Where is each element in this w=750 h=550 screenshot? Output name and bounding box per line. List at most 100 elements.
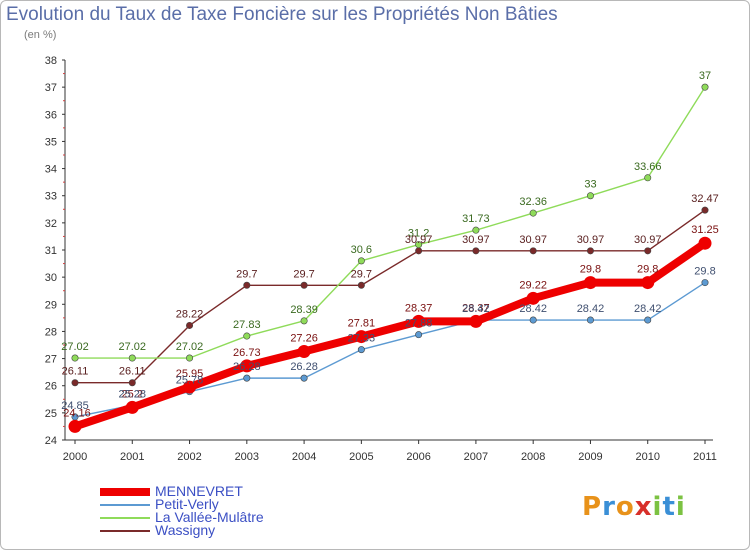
y-tick-label: 38 <box>45 55 57 67</box>
data-label: 24.85 <box>61 400 89 412</box>
data-point <box>71 354 79 362</box>
data-point <box>529 316 537 324</box>
x-tick-label: 2008 <box>521 451 545 463</box>
logo-letter: i <box>675 492 686 522</box>
y-tick-label: 37 <box>45 82 57 94</box>
legend-label: Petit-Verly <box>155 496 219 512</box>
data-label: 28.37 <box>462 302 490 314</box>
series-line-mennevret <box>71 239 709 431</box>
y-tick-label: 25 <box>45 408 57 420</box>
y-tick-label: 29 <box>45 299 57 311</box>
data-point <box>243 281 251 289</box>
x-tick-label: 2000 <box>63 451 87 463</box>
data-label: 26.11 <box>119 366 146 378</box>
data-label: 30.97 <box>634 234 662 246</box>
data-point <box>529 247 537 255</box>
data-point <box>698 236 712 250</box>
y-tick-label: 34 <box>45 164 57 176</box>
data-label: 29.7 <box>293 268 314 280</box>
y-tick-label: 28 <box>45 326 57 338</box>
data-point <box>412 314 426 328</box>
data-point <box>586 192 594 200</box>
data-point <box>644 316 652 324</box>
logo-letter: o <box>615 492 635 522</box>
legend-swatch <box>100 530 150 532</box>
data-point <box>68 419 82 433</box>
data-label: 29.8 <box>580 264 601 276</box>
x-tick-label: 2011 <box>693 451 717 463</box>
data-point <box>357 281 365 289</box>
data-label: 26.28 <box>290 361 318 373</box>
data-label: 29.7 <box>236 268 257 280</box>
data-point <box>300 281 308 289</box>
data-label: 31.25 <box>691 224 719 236</box>
data-label: 33.66 <box>634 161 662 173</box>
data-point <box>644 247 652 255</box>
data-point <box>300 317 308 325</box>
data-point <box>243 374 251 382</box>
y-tick-label: 32 <box>45 218 57 230</box>
logo-letter: i <box>652 492 663 522</box>
data-label: 27.33 <box>348 333 376 345</box>
data-point <box>186 321 194 329</box>
data-label: 28.37 <box>405 302 433 314</box>
data-point <box>71 379 79 387</box>
data-label: 29.8 <box>694 266 715 278</box>
data-point <box>583 276 597 290</box>
proxiti-logo: Proxiti <box>582 492 686 522</box>
data-point <box>586 316 594 324</box>
data-label: 25.95 <box>176 368 204 380</box>
data-point <box>526 291 540 305</box>
data-label: 37 <box>699 70 711 82</box>
y-tick-label: 31 <box>45 245 57 257</box>
legend-label: Wassigny <box>155 522 216 538</box>
data-point <box>644 174 652 182</box>
data-point <box>128 379 136 387</box>
data-point <box>243 332 251 340</box>
y-tick-label: 36 <box>45 109 57 121</box>
data-point <box>529 209 537 217</box>
x-tick-label: 2004 <box>292 451 316 463</box>
data-point <box>354 330 368 344</box>
y-tick-label: 35 <box>45 136 57 148</box>
data-point <box>183 380 197 394</box>
x-tick-label: 2002 <box>177 451 201 463</box>
data-point <box>701 83 709 91</box>
data-label: 28.42 <box>634 303 662 315</box>
data-label: 26.28 <box>233 361 261 373</box>
data-label: 27.83 <box>233 319 261 331</box>
data-label: 31.2 <box>408 228 429 240</box>
data-label: 28.22 <box>176 308 204 320</box>
data-point <box>297 345 311 359</box>
y-tick-label: 33 <box>45 191 57 203</box>
data-label: 28.39 <box>290 304 318 316</box>
data-point <box>415 331 423 339</box>
data-point <box>701 279 709 287</box>
data-label: 29.8 <box>637 264 658 276</box>
chart-title: Evolution du Taux de Taxe Foncière sur l… <box>6 4 558 25</box>
data-label: 30.97 <box>519 234 547 246</box>
data-label: 26.73 <box>233 347 261 359</box>
data-label: 27.26 <box>290 333 318 345</box>
logo-letter: t <box>662 492 676 522</box>
data-point <box>128 354 136 362</box>
data-label: 27.02 <box>119 341 147 353</box>
legend-swatch <box>100 504 150 506</box>
data-label: 30.97 <box>577 234 605 246</box>
logo-letter: x <box>634 492 653 522</box>
data-point <box>357 346 365 354</box>
data-label: 24.16 <box>63 407 91 419</box>
y-tick-label: 26 <box>45 381 57 393</box>
data-point <box>357 257 365 265</box>
data-label: 29.7 <box>351 268 372 280</box>
data-label: 26.11 <box>62 366 89 378</box>
data-label: 25.2 <box>122 388 143 400</box>
data-point <box>586 247 594 255</box>
data-label: 30.6 <box>351 244 372 256</box>
data-label: 28.42 <box>577 303 605 315</box>
data-label: 27.02 <box>61 341 89 353</box>
legend-swatch <box>100 488 150 496</box>
data-point <box>240 359 254 373</box>
x-tick-label: 2006 <box>406 451 430 463</box>
